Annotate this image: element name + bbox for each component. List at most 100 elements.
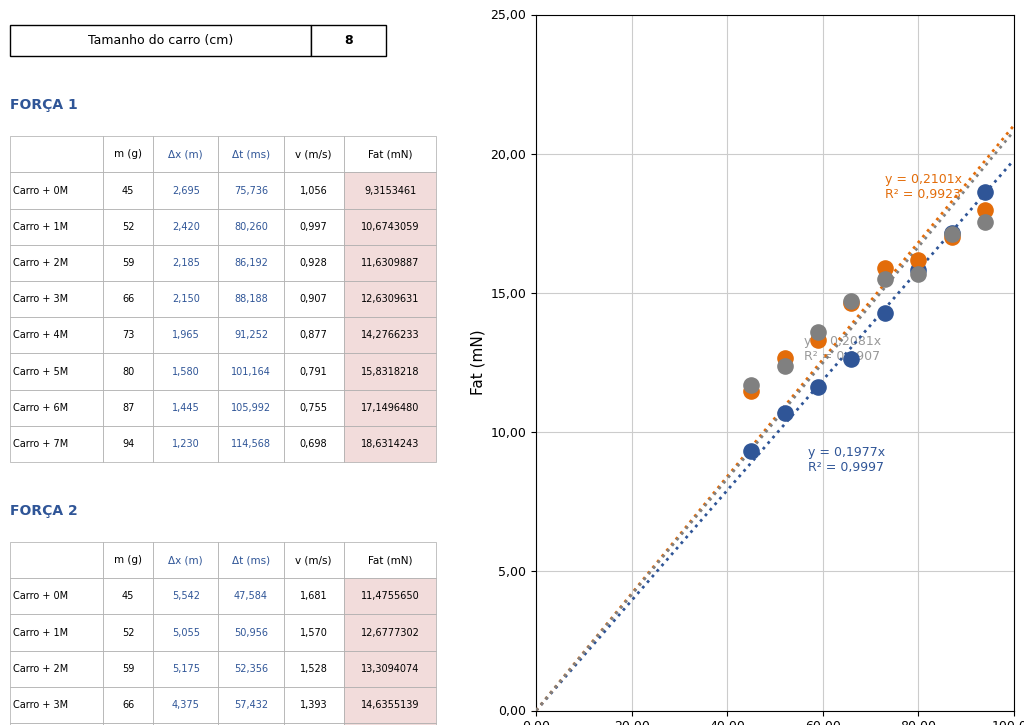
Bar xyxy=(218,687,284,723)
Text: Δx (m): Δx (m) xyxy=(168,149,203,160)
Text: 2,695: 2,695 xyxy=(172,186,200,196)
Point xyxy=(877,262,893,274)
Bar xyxy=(103,318,154,354)
Bar xyxy=(154,318,218,354)
Bar xyxy=(284,687,344,723)
Text: 45: 45 xyxy=(122,186,134,196)
Bar xyxy=(344,318,436,354)
Text: 75,736: 75,736 xyxy=(233,186,268,196)
Text: 0,698: 0,698 xyxy=(300,439,328,449)
Bar xyxy=(10,615,103,650)
Text: 0,997: 0,997 xyxy=(300,222,328,232)
Text: 52: 52 xyxy=(122,222,134,232)
Bar xyxy=(154,615,218,650)
Y-axis label: Fat (mN): Fat (mN) xyxy=(470,330,485,395)
Bar xyxy=(344,650,436,687)
Bar xyxy=(154,426,218,462)
Bar xyxy=(103,173,154,209)
Text: Fat (mN): Fat (mN) xyxy=(368,555,413,566)
Text: Carro + 3M: Carro + 3M xyxy=(12,700,68,710)
Bar xyxy=(344,426,436,462)
Text: v (m/s): v (m/s) xyxy=(295,555,332,566)
Bar xyxy=(154,354,218,389)
Bar xyxy=(10,173,103,209)
Bar xyxy=(218,245,284,281)
Bar xyxy=(344,354,436,389)
Bar xyxy=(218,354,284,389)
Bar xyxy=(284,579,344,615)
Bar xyxy=(344,579,436,615)
Text: 66: 66 xyxy=(122,700,134,710)
Text: 15,8318218: 15,8318218 xyxy=(360,367,420,376)
Bar xyxy=(218,650,284,687)
Text: m (g): m (g) xyxy=(114,149,142,160)
Text: 8: 8 xyxy=(344,34,353,47)
Bar xyxy=(344,245,436,281)
Text: 73: 73 xyxy=(122,331,134,340)
Text: 12,6777302: 12,6777302 xyxy=(360,628,420,637)
Bar xyxy=(103,136,154,173)
Bar xyxy=(344,615,436,650)
Bar xyxy=(10,687,103,723)
Text: 1,580: 1,580 xyxy=(172,367,200,376)
Text: 0,791: 0,791 xyxy=(300,367,328,376)
Bar xyxy=(103,389,154,426)
Bar xyxy=(344,389,436,426)
Text: 47,584: 47,584 xyxy=(233,592,268,601)
Bar xyxy=(218,318,284,354)
Bar xyxy=(103,723,154,725)
Bar xyxy=(154,209,218,245)
Text: 80,260: 80,260 xyxy=(234,222,268,232)
Bar xyxy=(10,579,103,615)
Text: 14,6355139: 14,6355139 xyxy=(360,700,420,710)
Text: 1,965: 1,965 xyxy=(172,331,200,340)
Point xyxy=(742,385,759,397)
Text: Δx (m): Δx (m) xyxy=(168,555,203,566)
Text: m (g): m (g) xyxy=(114,555,142,566)
Point xyxy=(977,204,993,216)
Text: 9,3153461: 9,3153461 xyxy=(364,186,416,196)
Bar xyxy=(154,389,218,426)
Bar xyxy=(284,136,344,173)
Text: 105,992: 105,992 xyxy=(230,403,271,413)
Bar xyxy=(103,245,154,281)
Text: Δt (ms): Δt (ms) xyxy=(231,555,270,566)
Text: 11,6309887: 11,6309887 xyxy=(360,258,419,268)
Bar xyxy=(10,25,311,57)
Text: 1,570: 1,570 xyxy=(300,628,328,637)
Point xyxy=(910,254,927,266)
Point xyxy=(843,297,859,309)
Bar xyxy=(154,173,218,209)
Text: 1,528: 1,528 xyxy=(300,664,328,674)
Bar xyxy=(10,389,103,426)
Text: 91,252: 91,252 xyxy=(233,331,268,340)
Bar xyxy=(284,723,344,725)
Bar xyxy=(311,25,386,57)
Text: 14,2766233: 14,2766233 xyxy=(360,331,420,340)
Bar xyxy=(284,209,344,245)
Text: 17,1496480: 17,1496480 xyxy=(360,403,419,413)
Text: 57,432: 57,432 xyxy=(233,700,268,710)
Text: 59: 59 xyxy=(122,258,134,268)
Text: 2,420: 2,420 xyxy=(172,222,200,232)
Bar xyxy=(218,542,284,579)
Text: 87: 87 xyxy=(122,403,134,413)
Bar xyxy=(284,650,344,687)
Text: 5,542: 5,542 xyxy=(172,592,200,601)
Point xyxy=(810,334,826,346)
Bar xyxy=(218,426,284,462)
Bar xyxy=(218,209,284,245)
Point xyxy=(977,186,993,198)
Bar xyxy=(103,615,154,650)
Point xyxy=(776,352,793,363)
Text: 5,175: 5,175 xyxy=(172,664,200,674)
Bar xyxy=(154,136,218,173)
Text: 0,877: 0,877 xyxy=(300,331,328,340)
Text: Carro + 0M: Carro + 0M xyxy=(12,186,68,196)
Bar xyxy=(218,173,284,209)
Point xyxy=(943,227,959,239)
Point xyxy=(943,231,959,243)
Bar xyxy=(103,281,154,318)
Bar xyxy=(344,209,436,245)
Bar xyxy=(284,615,344,650)
